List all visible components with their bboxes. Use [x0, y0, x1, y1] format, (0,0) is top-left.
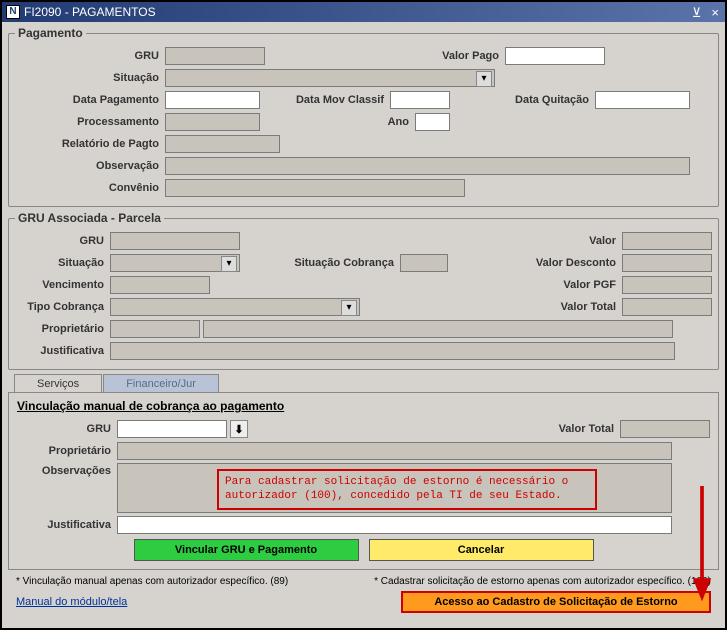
input-ano[interactable]	[415, 113, 450, 131]
input-prop-name[interactable]	[203, 320, 673, 338]
btn-cancelar[interactable]: Cancelar	[369, 539, 594, 561]
lbl-situacao: Situação	[15, 72, 165, 84]
lbl-proprietario: Proprietário	[15, 323, 110, 335]
lbl-valor-total: Valor Total	[522, 301, 622, 313]
pagamento-legend: Pagamento	[15, 26, 86, 40]
lookup-btn[interactable]: ⬇	[230, 420, 248, 438]
btn-vincular[interactable]: Vincular GRU e Pagamento	[134, 539, 359, 561]
titlebar: N FI2090 - PAGAMENTOS ⊻ ×	[2, 2, 725, 22]
tab-panel-servicos: Vinculação manual de cobrança ao pagamen…	[8, 392, 719, 570]
lbl-valor-pgf: Valor PGF	[522, 279, 622, 291]
input-valor[interactable]	[622, 232, 712, 250]
input-convenio[interactable]	[165, 179, 465, 197]
btn-estorno[interactable]: Acesso ao Cadastro de Solicitação de Est…	[401, 591, 711, 613]
lbl-data-quitacao: Data Quitação	[450, 94, 595, 106]
input-vencimento[interactable]	[110, 276, 210, 294]
lbl-convenio: Convênio	[15, 182, 165, 194]
lbl-v-just: Justificativa	[17, 519, 117, 531]
lbl-v-gru: GRU	[17, 423, 117, 435]
lbl-sit-cobranca: Situação Cobrança	[240, 257, 400, 269]
input-gru2[interactable]	[110, 232, 240, 250]
lbl-processamento: Processamento	[15, 116, 165, 128]
lbl-tipo-cobranca: Tipo Cobrança	[15, 301, 110, 313]
input-sit-cobranca[interactable]	[400, 254, 448, 272]
window-title: FI2090 - PAGAMENTOS	[24, 2, 156, 22]
input-observacao[interactable]	[165, 157, 690, 175]
input-justificativa[interactable]	[110, 342, 675, 360]
input-valor-pago[interactable]	[505, 47, 605, 65]
lbl-gru2: GRU	[15, 235, 110, 247]
callout-note: Para cadastrar solicitação de estorno é …	[217, 469, 597, 510]
tabs: Serviços Financeiro/Jur	[8, 374, 719, 393]
select-situacao[interactable]	[165, 69, 495, 87]
lbl-valor: Valor	[522, 235, 622, 247]
lbl-data-pagamento: Data Pagamento	[15, 94, 165, 106]
gru-associada-legend: GRU Associada - Parcela	[15, 211, 164, 225]
input-v-just[interactable]	[117, 516, 672, 534]
input-v-total[interactable]	[620, 420, 710, 438]
tab-financeiro[interactable]: Financeiro/Jur	[103, 374, 219, 393]
lbl-observacao: Observação	[15, 160, 165, 172]
lbl-data-mov: Data Mov Classif	[260, 94, 390, 106]
lbl-vencimento: Vencimento	[15, 279, 110, 291]
select-situacao2[interactable]	[110, 254, 240, 272]
lbl-v-total: Valor Total	[550, 423, 620, 435]
close-icon[interactable]: ×	[709, 6, 721, 19]
lbl-gru: GRU	[15, 50, 165, 62]
input-valor-total[interactable]	[622, 298, 712, 316]
lbl-relatorio: Relatório de Pagto	[15, 138, 165, 150]
lbl-ano: Ano	[260, 116, 415, 128]
footer-notes: * Vinculação manual apenas com autorizad…	[8, 574, 719, 589]
tab-servicos[interactable]: Serviços	[14, 374, 102, 393]
app-window: N FI2090 - PAGAMENTOS ⊻ × Pagamento GRU …	[0, 0, 727, 630]
input-data-quitacao[interactable]	[595, 91, 690, 109]
input-valor-pgf[interactable]	[622, 276, 712, 294]
input-processamento[interactable]	[165, 113, 260, 131]
app-icon: N	[6, 5, 20, 19]
input-v-gru[interactable]	[117, 420, 227, 438]
lbl-v-obs: Observações	[17, 463, 117, 477]
input-data-pagamento[interactable]	[165, 91, 260, 109]
lbl-v-prop: Proprietário	[17, 445, 117, 457]
input-prop-code[interactable]	[110, 320, 200, 338]
gru-associada-panel: GRU Associada - Parcela GRU Valor Situaç…	[8, 211, 719, 370]
input-data-mov[interactable]	[390, 91, 450, 109]
lbl-situacao2: Situação	[15, 257, 110, 269]
lbl-valor-pago: Valor Pago	[265, 50, 505, 62]
input-valor-desc[interactable]	[622, 254, 712, 272]
lbl-justificativa: Justificativa	[15, 345, 110, 357]
select-tipo-cobranca[interactable]	[110, 298, 360, 316]
collapse-icon[interactable]: ⊻	[690, 6, 704, 19]
lbl-valor-desconto: Valor Desconto	[522, 257, 622, 269]
note-right: * Cadastrar solicitação de estorno apena…	[374, 576, 711, 587]
note-left: * Vinculação manual apenas com autorizad…	[16, 576, 288, 587]
input-gru[interactable]	[165, 47, 265, 65]
input-relatorio[interactable]	[165, 135, 280, 153]
vinculacao-title: Vinculação manual de cobrança ao pagamen…	[17, 399, 710, 413]
pagamento-panel: Pagamento GRU Valor Pago Situação Data P…	[8, 26, 719, 207]
input-v-prop[interactable]	[117, 442, 672, 460]
manual-link[interactable]: Manual do módulo/tela	[16, 596, 127, 608]
